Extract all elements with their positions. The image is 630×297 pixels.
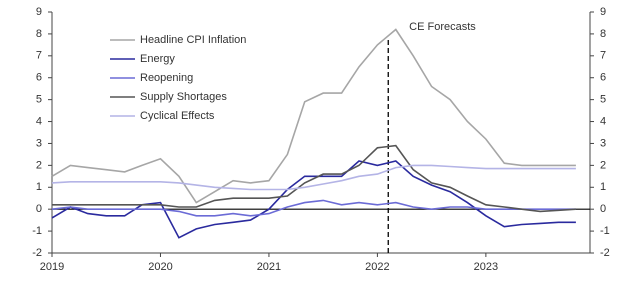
x-tick-label: 2021 bbox=[257, 261, 281, 273]
y2-tick-label: 4 bbox=[600, 115, 606, 127]
y2-tick-label: 8 bbox=[600, 28, 606, 40]
y-tick-label: 6 bbox=[36, 72, 42, 84]
y-tick-label: 4 bbox=[36, 115, 42, 127]
legend-label: Headline CPI Inflation bbox=[140, 34, 246, 46]
legend-label: Reopening bbox=[140, 72, 193, 84]
y-tick-label: 7 bbox=[36, 50, 42, 62]
x-tick-label: 2022 bbox=[365, 261, 389, 273]
series-line bbox=[51, 164, 576, 191]
legend-label: Supply Shortages bbox=[140, 91, 227, 103]
y2-tick-label: 2 bbox=[600, 159, 606, 171]
series-line bbox=[51, 28, 576, 204]
x-tick-label: 2020 bbox=[148, 261, 172, 273]
y2-tick-label: 0 bbox=[600, 203, 606, 215]
y2-tick-label: -2 bbox=[600, 247, 610, 259]
y-tick-label: 9 bbox=[36, 6, 42, 18]
series-line bbox=[51, 160, 576, 239]
legend-label: Energy bbox=[140, 53, 175, 65]
x-tick-label: 2019 bbox=[40, 261, 64, 273]
y-tick-label: 8 bbox=[36, 28, 42, 40]
y2-tick-label: 6 bbox=[600, 72, 606, 84]
y2-tick-label: 9 bbox=[600, 6, 606, 18]
y-tick-label: -1 bbox=[32, 225, 42, 237]
y-tick-label: -2 bbox=[32, 247, 42, 259]
series-line bbox=[51, 199, 576, 217]
series-line bbox=[52, 144, 576, 213]
y2-tick-label: 1 bbox=[600, 181, 606, 193]
y-tick-label: 3 bbox=[36, 137, 42, 149]
annotation: CE Forecasts bbox=[409, 21, 476, 33]
y-tick-label: 0 bbox=[36, 203, 42, 215]
y-tick-label: 1 bbox=[36, 181, 42, 193]
y2-tick-label: 3 bbox=[600, 137, 606, 149]
y-tick-label: 2 bbox=[36, 159, 42, 171]
legend-label: Cyclical Effects bbox=[140, 110, 215, 122]
y2-tick-label: -1 bbox=[600, 225, 610, 237]
y2-tick-label: 7 bbox=[600, 50, 606, 62]
y2-tick-label: 5 bbox=[600, 94, 606, 106]
x-tick-label: 2023 bbox=[474, 261, 498, 273]
y-tick-label: 5 bbox=[36, 94, 42, 106]
